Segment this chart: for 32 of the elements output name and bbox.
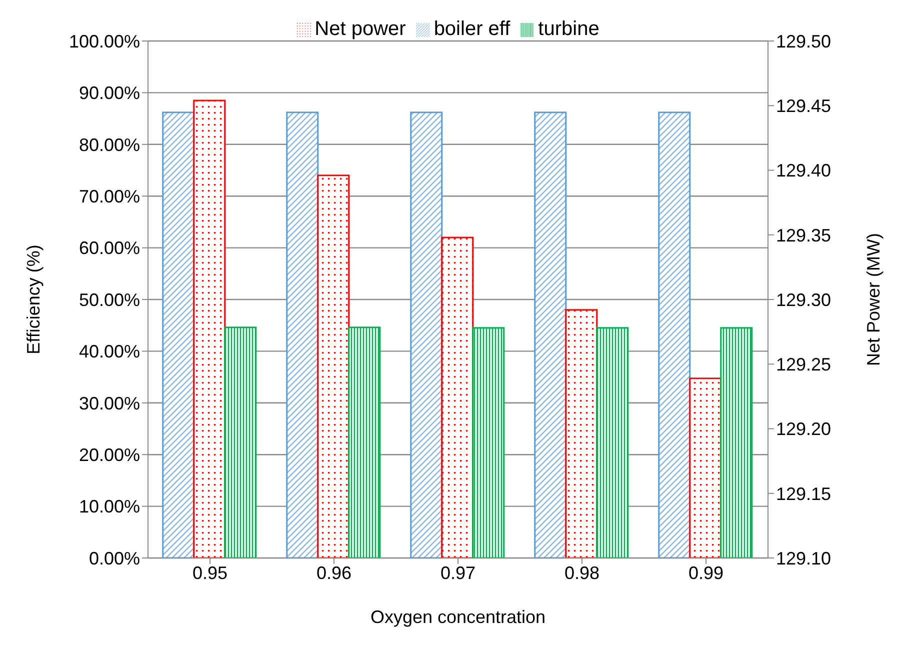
y2-tick-label: 129.10 — [776, 548, 832, 568]
y2-tick-label: 129.40 — [776, 160, 832, 181]
bar — [658, 112, 691, 558]
y-tick-label: 40.00% — [78, 342, 140, 362]
y-tick-label: 30.00% — [78, 393, 140, 414]
y-axis-title: Efficiency (%) — [23, 244, 44, 354]
y2-tick-label: 129.30 — [776, 290, 832, 310]
x-tick-label: 0.95 — [192, 562, 228, 583]
y-tick-label: 20.00% — [78, 444, 140, 465]
y-tick-label: 10.00% — [78, 496, 140, 517]
x-tick-label: 0.98 — [564, 562, 600, 583]
y-tick-label: 70.00% — [78, 186, 140, 206]
legend-label: boiler eff — [434, 18, 510, 40]
legend-label: Net power — [314, 18, 406, 40]
x-tick-label: 0.99 — [688, 562, 724, 583]
y-tick-label: 100.00% — [68, 31, 140, 52]
y-tick-label: 80.00% — [78, 134, 140, 155]
y2-tick-label: 129.50 — [776, 31, 832, 52]
y2-tick-label: 129.15 — [776, 484, 832, 504]
y2-tick-label: 129.25 — [776, 354, 832, 375]
y-tick-label: 50.00% — [78, 290, 140, 310]
x-axis-title: Oxygen concentration — [370, 607, 546, 627]
y2-tick-label: 129.35 — [776, 225, 832, 246]
x-tick-label: 0.97 — [440, 562, 476, 583]
y-tick-label: 60.00% — [78, 238, 140, 258]
y2-tick-label: 129.20 — [776, 419, 832, 440]
y-tick-label: 0.00% — [88, 548, 140, 568]
legend-label: turbine — [538, 18, 600, 40]
x-tick-label: 0.96 — [316, 562, 352, 583]
y2-axis-title: Net Power (MW) — [863, 232, 884, 366]
y-tick-label: 90.00% — [78, 83, 140, 104]
y2-tick-label: 129.45 — [776, 96, 832, 116]
